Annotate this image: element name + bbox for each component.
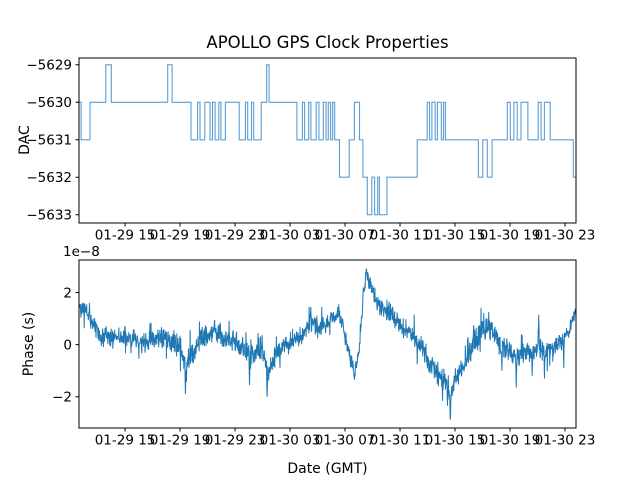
chart-title: APOLLO GPS Clock Properties [206, 33, 449, 52]
x-tick-label: 01-30 11 [370, 433, 431, 449]
x-tick-label: 01-30 19 [480, 228, 541, 244]
x-tick-label: 01-29 19 [150, 433, 211, 449]
y-tick-label: 0 [63, 337, 72, 353]
dac-step-line [79, 64, 576, 216]
x-tick-label: 01-29 19 [150, 228, 211, 244]
y-tick-label: −5630 [26, 95, 72, 111]
phase-y-axis-label: Phase (s) [21, 311, 37, 377]
x-tick-label: 01-30 03 [260, 433, 321, 449]
x-tick-label: 01-30 19 [480, 433, 541, 449]
x-tick-label: 01-30 23 [535, 433, 596, 449]
y-offset-exponent-label: 1e−8 [63, 244, 100, 260]
axes-frame [78, 259, 577, 429]
x-tick-label: 01-30 11 [370, 228, 431, 244]
y-tick-label: −5631 [26, 133, 72, 149]
x-tick-label: 01-30 23 [535, 228, 596, 244]
x-tick-label: 01-29 15 [95, 433, 156, 449]
dac-y-axis-label: DAC [17, 125, 33, 155]
x-tick-label: 01-30 15 [425, 228, 486, 244]
x-axis-label: Date (GMT) [287, 461, 368, 477]
x-tick-label: 01-30 03 [260, 228, 321, 244]
y-tick-label: 2 [63, 285, 72, 301]
y-tick-label: −2 [52, 390, 72, 406]
axes-frame [78, 57, 577, 224]
y-tick-label: −5629 [26, 58, 72, 74]
x-tick-label: 01-30 15 [425, 433, 486, 449]
x-tick-label: 01-30 07 [315, 433, 376, 449]
x-tick-label: 01-29 23 [205, 433, 266, 449]
phase-line [78, 268, 577, 420]
x-tick-label: 01-29 15 [95, 228, 156, 244]
x-tick-label: 01-30 07 [315, 228, 376, 244]
y-tick-label: −5632 [26, 170, 72, 186]
x-tick-label: 01-29 23 [205, 228, 266, 244]
y-tick-label: −5633 [26, 208, 72, 224]
